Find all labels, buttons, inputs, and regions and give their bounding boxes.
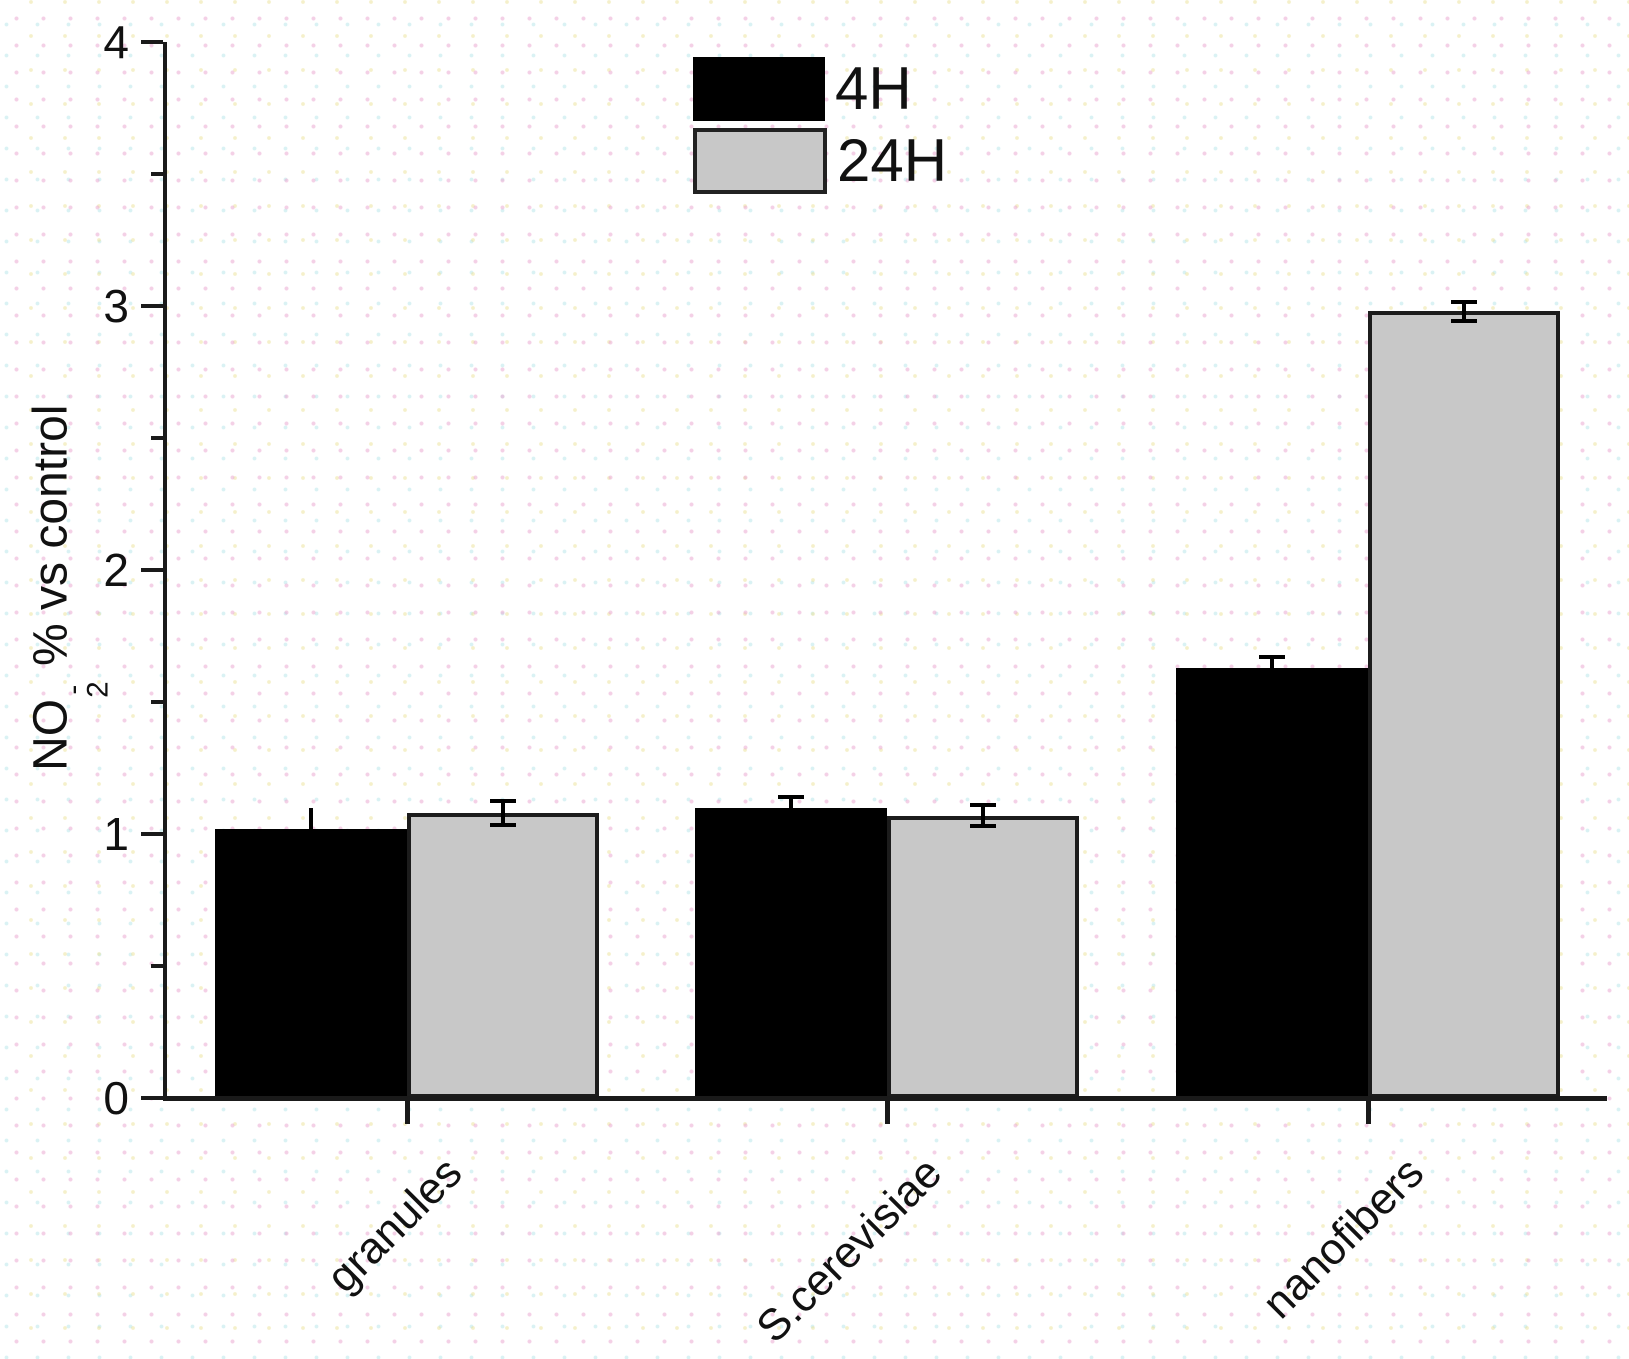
error-bar-S.cerevisiae-4H [789, 797, 793, 819]
legend-label-24H: 24H [837, 127, 948, 194]
error-cap-top-S.cerevisiae-4H [778, 795, 804, 800]
y-axis-title-prefix: NO [24, 698, 78, 771]
legend: 4H 24H [693, 57, 947, 201]
error-bar-nanofibers-24H [1462, 302, 1466, 321]
error-bar-granules-4H [309, 807, 313, 850]
y-major-tick-1 [141, 832, 163, 836]
x-tick-nanofibers [1366, 1100, 1371, 1124]
x-tick-granules [405, 1100, 410, 1124]
legend-row-4H: 4H [693, 57, 947, 121]
y-minor-tick-1.5 [151, 700, 163, 704]
x-category-label-nanofibers: nanofibers [1252, 1148, 1433, 1328]
bar-nanofibers-24H [1368, 311, 1560, 1098]
y-tick-label-1: 1 [103, 808, 129, 860]
error-bar-granules-24H [501, 801, 505, 825]
y-axis-title-charge-stack: -2 [57, 681, 115, 698]
legend-row-24H: 24H [693, 128, 947, 194]
error-cap-top-S.cerevisiae-24H [970, 802, 996, 807]
y-axis-title: NO -2 % vs control [23, 308, 115, 868]
bar-S.cerevisiae-4H [695, 807, 887, 1098]
y-tick-label-3: 3 [103, 280, 129, 332]
bar-S.cerevisiae-24H [887, 815, 1079, 1098]
y-minor-tick-0.5 [151, 964, 163, 968]
y-tick-label-0: 0 [103, 1072, 129, 1124]
error-cap-bottom-granules-24H [490, 822, 516, 827]
subscript-two: 2 [81, 681, 115, 698]
x-tick-S.cerevisiae [885, 1100, 890, 1124]
y-minor-tick-3.5 [151, 172, 163, 176]
error-cap-bottom-S.cerevisiae-4H [778, 816, 804, 821]
y-major-tick-3 [141, 304, 163, 308]
x-axis-line [163, 1096, 1607, 1101]
legend-label-4H: 4H [835, 55, 912, 122]
error-cap-bottom-nanofibers-24H [1451, 318, 1477, 323]
error-bar-S.cerevisiae-24H [981, 804, 985, 827]
y-minor-tick-2.5 [151, 436, 163, 440]
y-major-tick-2 [141, 568, 163, 572]
error-cap-top-nanofibers-4H [1259, 655, 1285, 660]
error-cap-top-granules-24H [490, 799, 516, 803]
y-axis-line [163, 42, 167, 1101]
legend-swatch-24H [693, 128, 827, 194]
y-tick-label-4: 4 [103, 16, 129, 68]
y-tick-label-2: 2 [103, 544, 129, 596]
x-category-label-granules: granules [317, 1148, 472, 1302]
error-cap-top-nanofibers-24H [1451, 300, 1477, 305]
legend-swatch-4H [693, 57, 825, 121]
y-major-tick-4 [141, 40, 163, 44]
error-bar-nanofibers-4H [1270, 657, 1274, 679]
x-category-label-S.cerevisiae: S.cerevisiae [747, 1148, 952, 1353]
error-cap-bottom-S.cerevisiae-24H [970, 824, 996, 829]
bar-nanofibers-4H [1176, 667, 1368, 1098]
y-major-tick-0 [141, 1096, 163, 1100]
error-cap-bottom-nanofibers-4H [1259, 676, 1285, 681]
bar-granules-24H [407, 812, 599, 1098]
bar-granules-4H [215, 828, 407, 1098]
y-axis-title-suffix: % vs control [24, 404, 78, 666]
